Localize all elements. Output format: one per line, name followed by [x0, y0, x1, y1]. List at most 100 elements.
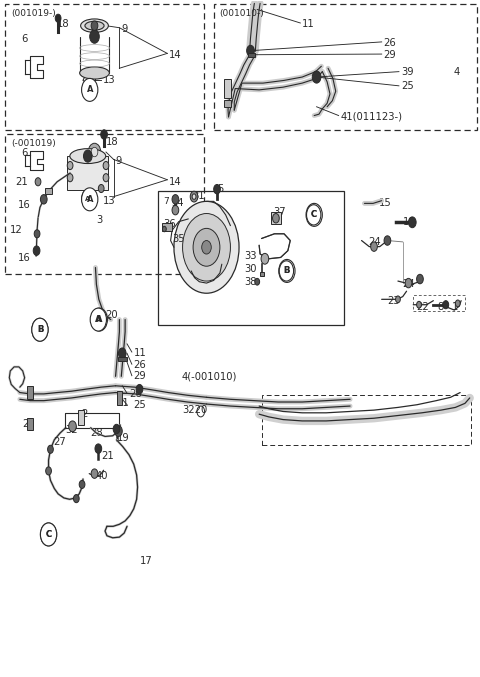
Circle shape — [261, 253, 269, 264]
Text: 13: 13 — [103, 75, 115, 85]
Circle shape — [192, 194, 196, 199]
Text: C: C — [46, 530, 52, 539]
Circle shape — [136, 385, 143, 394]
Text: 25: 25 — [134, 400, 146, 410]
Text: 18: 18 — [57, 19, 70, 28]
Ellipse shape — [81, 19, 108, 32]
Circle shape — [67, 174, 73, 181]
Text: 27: 27 — [53, 437, 66, 447]
Text: 12: 12 — [10, 225, 23, 235]
Text: 23: 23 — [387, 297, 400, 306]
Text: (-001019): (-001019) — [11, 139, 56, 148]
Text: C: C — [311, 211, 317, 219]
Circle shape — [279, 259, 295, 282]
Bar — [5, 134, 204, 274]
Circle shape — [48, 445, 53, 454]
Text: 25: 25 — [401, 81, 414, 91]
Bar — [248, 53, 255, 57]
Circle shape — [417, 301, 421, 308]
Text: 26: 26 — [134, 360, 146, 370]
Text: C: C — [311, 211, 317, 219]
Text: 18: 18 — [106, 137, 119, 147]
Circle shape — [193, 228, 220, 266]
Circle shape — [95, 444, 102, 454]
Circle shape — [35, 177, 41, 185]
Text: B: B — [284, 267, 290, 276]
Text: 13: 13 — [103, 196, 115, 206]
Circle shape — [34, 230, 40, 238]
Circle shape — [98, 184, 104, 192]
Text: 41(011123-): 41(011123-) — [340, 111, 403, 121]
Circle shape — [79, 481, 85, 489]
Circle shape — [255, 278, 260, 285]
Text: 4: 4 — [454, 67, 460, 77]
Text: A: A — [95, 315, 102, 324]
Text: 21: 21 — [23, 418, 36, 429]
Circle shape — [113, 424, 120, 434]
Text: 21: 21 — [117, 398, 129, 408]
Circle shape — [55, 14, 61, 22]
Bar — [224, 79, 231, 98]
Ellipse shape — [85, 21, 104, 30]
Bar — [27, 418, 33, 430]
Text: 32: 32 — [65, 425, 78, 435]
Ellipse shape — [70, 149, 106, 164]
Text: 3220: 3220 — [182, 405, 208, 415]
Text: C: C — [46, 530, 52, 539]
Circle shape — [443, 301, 449, 309]
Circle shape — [67, 162, 73, 170]
Circle shape — [32, 318, 48, 341]
Bar — [162, 223, 172, 231]
Bar — [224, 100, 231, 107]
Circle shape — [172, 205, 179, 215]
Bar — [118, 357, 127, 361]
Text: 28: 28 — [91, 428, 103, 438]
Text: 14: 14 — [169, 177, 182, 187]
Text: 38: 38 — [244, 278, 256, 288]
Circle shape — [214, 184, 220, 194]
Text: 7: 7 — [163, 196, 169, 206]
Circle shape — [307, 204, 321, 225]
Circle shape — [371, 242, 377, 251]
Text: 24: 24 — [368, 237, 381, 247]
Circle shape — [40, 194, 47, 204]
Circle shape — [162, 226, 166, 232]
Circle shape — [306, 203, 323, 226]
Circle shape — [82, 79, 98, 102]
Text: 20: 20 — [105, 310, 118, 320]
Text: 24: 24 — [403, 279, 415, 289]
Circle shape — [82, 188, 98, 211]
Text: B: B — [283, 267, 289, 276]
Circle shape — [90, 30, 99, 43]
Text: A: A — [86, 195, 93, 204]
Text: 4(-001010): 4(-001010) — [181, 371, 237, 381]
Text: 16: 16 — [18, 200, 31, 211]
Circle shape — [119, 348, 126, 359]
Circle shape — [182, 213, 230, 281]
Text: 36: 36 — [163, 219, 176, 229]
Text: 1: 1 — [452, 302, 458, 311]
Text: B: B — [37, 325, 43, 334]
Text: 11: 11 — [302, 19, 315, 28]
Circle shape — [82, 190, 94, 207]
Circle shape — [456, 300, 460, 307]
Circle shape — [384, 236, 391, 245]
Bar — [262, 395, 471, 445]
Text: (001019-): (001019-) — [11, 9, 56, 18]
Circle shape — [40, 523, 57, 546]
Text: 9: 9 — [121, 24, 128, 34]
Text: 16: 16 — [18, 253, 31, 263]
Text: 30: 30 — [244, 264, 256, 274]
Text: 2: 2 — [81, 409, 87, 419]
Circle shape — [273, 213, 279, 223]
Text: A: A — [86, 85, 93, 94]
Text: 21: 21 — [16, 177, 28, 187]
Bar — [271, 212, 281, 224]
Ellipse shape — [80, 67, 109, 79]
Text: 19: 19 — [117, 433, 129, 443]
Circle shape — [408, 217, 416, 227]
Bar — [214, 4, 477, 131]
Text: 22: 22 — [416, 302, 429, 311]
Text: 3: 3 — [96, 215, 103, 225]
Text: 5: 5 — [217, 184, 224, 194]
